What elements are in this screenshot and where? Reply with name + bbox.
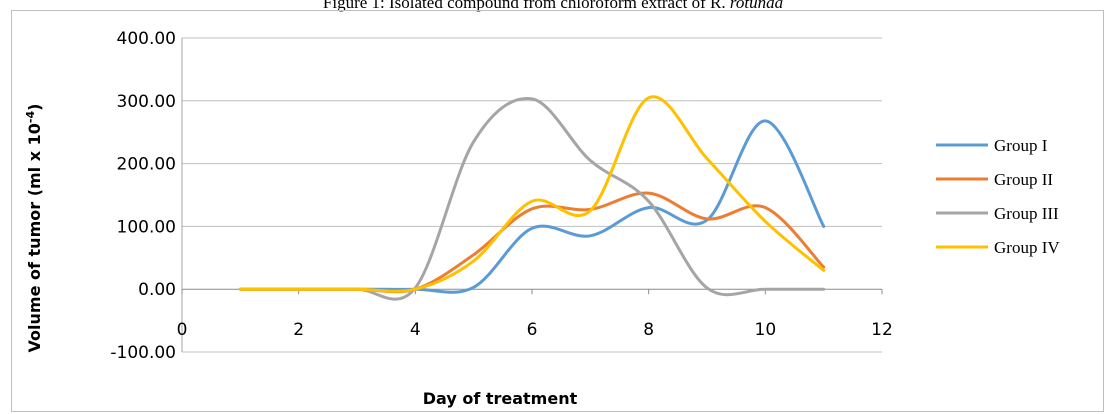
y-tick-label: 400.00: [117, 29, 176, 49]
legend-label-group-iv: Group IV: [994, 238, 1060, 257]
x-tick-label: 2: [293, 320, 304, 340]
y-axis-label: Volume of tumor (ml x 10-4): [24, 104, 45, 353]
chart-title-main: Figure 1: Isolated compound from chlorof…: [322, 0, 726, 12]
series-line-group-ii: [238, 191, 826, 294]
series-line-group-i: [238, 119, 826, 294]
x-tick-label: 12: [871, 320, 893, 340]
y-tick-label: 100.00: [117, 217, 176, 237]
y-tick-label: -100.00: [110, 343, 176, 363]
series-line-group-iv: [238, 95, 826, 293]
x-tick-label: 10: [755, 320, 777, 340]
y-tick-label: 200.00: [117, 155, 176, 175]
chart-title: Figure 1: Isolated compound from chlorof…: [0, 0, 1106, 13]
chart-title-italic: rotunda: [729, 0, 784, 12]
y-tick-label: 300.00: [117, 92, 176, 112]
x-tick-label: 4: [410, 320, 421, 340]
x-tick-label: 0: [177, 320, 188, 340]
series-line-group-iii: [238, 97, 826, 301]
legend-label-group-i: Group I: [994, 136, 1048, 155]
x-tick-label: 6: [527, 320, 538, 340]
legend-label-group-iii: Group III: [994, 204, 1059, 223]
legend-label-group-ii: Group II: [994, 170, 1053, 189]
x-tick-label: 8: [643, 320, 654, 340]
y-tick-label: 0.00: [138, 280, 176, 300]
x-axis-label: Day of treatment: [423, 389, 578, 408]
chart-frame: [11, 10, 1104, 412]
